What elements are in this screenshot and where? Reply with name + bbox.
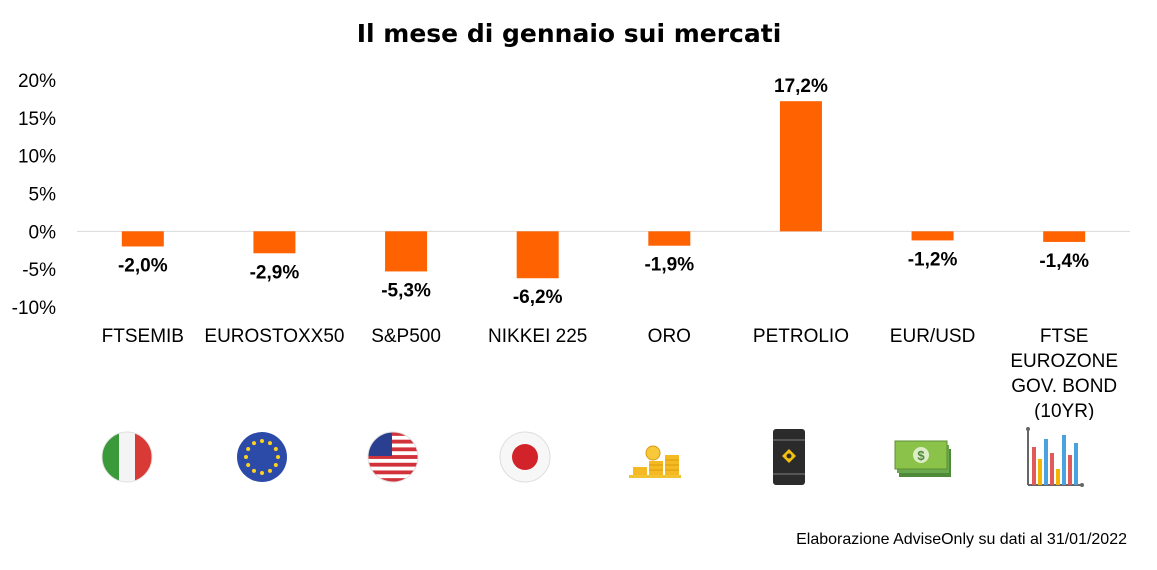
- y-tick-label: 0%: [29, 222, 57, 243]
- category-label: ORO: [648, 326, 691, 347]
- data-label: 17,2%: [774, 76, 828, 97]
- data-label: -2,9%: [250, 262, 300, 283]
- eu-flag-icon: [237, 432, 287, 482]
- category-label: NIKKEI 225: [488, 326, 587, 347]
- y-tick-label: 10%: [18, 147, 56, 168]
- data-label: -6,2%: [513, 287, 563, 308]
- bar: [121, 231, 164, 247]
- bar: [911, 231, 954, 241]
- bar: [516, 231, 559, 279]
- data-label: -5,3%: [381, 280, 431, 301]
- data-label: -2,0%: [118, 255, 168, 276]
- italy-flag-icon: [101, 431, 153, 483]
- category-labels: FTSEMIB EUROSTOXX50 S&P500 NIKKEI 225 ORO PET…: [102, 326, 1118, 420]
- y-tick-label: -5%: [22, 260, 56, 281]
- banknotes-icon: $: [894, 440, 951, 477]
- bar: [253, 231, 296, 254]
- category-label: EUROZONE: [1010, 351, 1118, 372]
- category-label: S&P500: [371, 326, 441, 347]
- bar: [1043, 231, 1086, 242]
- category-label: PETROLIO: [753, 326, 849, 347]
- data-labels: -2,0% -2,9% -5,3% -6,2% -1,9% 17,2% -1,2% -1,4%: [118, 76, 1089, 308]
- category-label: GOV. BOND: [1011, 376, 1117, 397]
- y-tick-label: -10%: [12, 298, 56, 319]
- bar: [648, 231, 691, 246]
- data-label: -1,9%: [644, 255, 694, 276]
- category-label: EUROSTOXX50: [204, 326, 344, 347]
- category-label: FTSE: [1040, 326, 1089, 347]
- gold-coins-icon: [629, 445, 681, 478]
- usa-flag-icon: [367, 431, 419, 483]
- chart: Il mese di gennaio sui mercati 20% 15% 10%…: [12, 19, 1130, 420]
- y-tick-label: 15%: [18, 109, 56, 130]
- category-label: FTSEMIB: [102, 326, 184, 347]
- oil-barrel-icon: [773, 429, 805, 485]
- category-label: EUR/USD: [890, 326, 976, 347]
- bar: [779, 101, 822, 232]
- chart-title: Il mese di gennaio sui mercati: [357, 19, 782, 48]
- y-tick-label: 5%: [29, 185, 57, 206]
- bar-chart-icon: [1026, 427, 1084, 487]
- bar: [385, 231, 428, 272]
- data-label: -1,2%: [908, 249, 958, 270]
- bars: [121, 101, 1086, 279]
- data-label: -1,4%: [1039, 251, 1089, 272]
- y-tick-label: 20%: [18, 71, 56, 92]
- source-note: Elaborazione AdviseOnly su dati al 31/01…: [796, 531, 1127, 548]
- japan-flag-icon: [499, 431, 551, 483]
- svg-text:$: $: [917, 448, 925, 463]
- category-label: (10YR): [1034, 401, 1094, 420]
- y-axis: 20% 15% 10% 5% 0% -5% -10%: [12, 71, 56, 319]
